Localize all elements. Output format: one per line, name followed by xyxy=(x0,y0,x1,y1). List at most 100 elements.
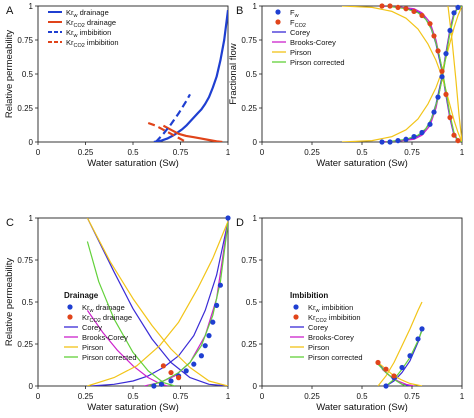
panel-label: C xyxy=(6,217,14,229)
data-point xyxy=(210,319,216,325)
panel-a: A 0 0.25 0.5 0.75 1 0 0.25 0.5 0.75 1 Water saturat… xyxy=(4,2,231,169)
x-tick-label: 0.75 xyxy=(173,148,189,157)
data-point xyxy=(375,359,381,366)
data-point xyxy=(439,68,445,74)
x-tick-label: 0 xyxy=(36,392,41,401)
data-point xyxy=(183,368,189,374)
x-tick-label: 0.75 xyxy=(404,148,420,157)
x-axis-label: Water saturation (Sw) xyxy=(316,158,408,169)
data-point xyxy=(439,74,445,80)
y-tick-label: 0 xyxy=(253,382,258,391)
y-tick-label: 0 xyxy=(29,382,34,391)
series-line xyxy=(87,221,228,386)
data-point xyxy=(411,133,417,140)
data-point xyxy=(419,326,425,332)
y-tick-label: 0.75 xyxy=(241,36,257,45)
series-line xyxy=(377,301,423,386)
legend-label: KrCO2 imbibition xyxy=(66,38,119,49)
y-tick-label: 0.75 xyxy=(17,36,33,45)
x-tick-label: 0.75 xyxy=(404,392,420,401)
y-tick-label: 1 xyxy=(29,214,34,223)
legend-label: Corey xyxy=(308,323,328,332)
y-tick-label: 0.5 xyxy=(246,298,258,307)
data-point xyxy=(407,353,413,359)
series-line xyxy=(86,218,228,386)
data-point xyxy=(387,139,393,145)
x-axis-label: Water saturation (Sw) xyxy=(87,402,179,413)
y-tick-label: 1 xyxy=(253,2,258,11)
panel-label: A xyxy=(6,5,14,17)
x-tick-label: 1 xyxy=(226,392,231,401)
y-tick-label: 0.75 xyxy=(17,256,33,265)
data-point xyxy=(217,282,223,288)
legend-label: Pirson xyxy=(82,343,103,352)
legend-label: Corey xyxy=(290,28,310,37)
legend-label: Brooks-Corey xyxy=(82,333,128,342)
plot-area xyxy=(377,301,423,386)
x-tick-label: 1 xyxy=(226,148,231,157)
y-tick-label: 0.5 xyxy=(22,70,34,79)
x-tick-label: 0.25 xyxy=(304,392,320,401)
data-point xyxy=(391,373,397,379)
legend-label: Brooks-Corey xyxy=(308,333,354,342)
legend-marker xyxy=(67,304,73,310)
legend-title: Drainage xyxy=(64,291,99,300)
y-tick-label: 0.5 xyxy=(22,298,34,307)
y-tick-label: 0.25 xyxy=(17,104,33,113)
data-point xyxy=(435,94,441,100)
legend-marker xyxy=(67,314,73,320)
x-tick-label: 0.75 xyxy=(173,392,189,401)
legend-label: KrCO2 drainage xyxy=(82,313,132,324)
legend-marker xyxy=(275,19,281,25)
x-tick-label: 0.25 xyxy=(78,392,94,401)
series-line xyxy=(341,6,462,142)
data-point xyxy=(451,10,457,16)
y-tick-label: 1 xyxy=(29,2,34,11)
legend-label: Krw drainage xyxy=(66,8,109,19)
data-point xyxy=(443,51,449,57)
x-tick-label: 0.25 xyxy=(304,148,320,157)
data-point xyxy=(447,114,453,121)
legend-label: Fw xyxy=(290,8,299,19)
y-axis-label: Fractional flow xyxy=(228,43,239,104)
data-point xyxy=(403,136,409,142)
x-tick-label: 0 xyxy=(260,148,265,157)
x-tick-label: 0 xyxy=(260,392,265,401)
x-axis-label: Water saturation (Sw) xyxy=(316,402,408,413)
data-point xyxy=(451,132,457,138)
legend-label: Pirson corrected xyxy=(290,58,345,67)
data-point xyxy=(427,21,433,27)
data-point xyxy=(415,336,421,342)
y-tick-label: 0.75 xyxy=(241,256,257,265)
data-point xyxy=(383,366,389,372)
legend-label: Corey xyxy=(82,323,102,332)
series-line xyxy=(153,9,228,142)
series-line xyxy=(86,218,228,386)
series-line xyxy=(162,124,223,142)
y-tick-label: 0.25 xyxy=(17,340,33,349)
y-tick-label: 1 xyxy=(253,214,258,223)
data-point xyxy=(206,333,212,339)
legend-label: Krw imbibition xyxy=(308,303,353,314)
y-axis-label: Relative permeability xyxy=(4,30,15,118)
data-point xyxy=(160,363,166,369)
legend-marker xyxy=(275,9,281,15)
legend-label: Krw drainage xyxy=(82,303,125,314)
data-point xyxy=(431,109,437,115)
data-point xyxy=(151,383,157,389)
panel-c: C 0 0.25 0.5 0.75 1 0 0.25 0.5 0.75 1 Water saturat… xyxy=(4,214,231,413)
panel-b: B 0 0.25 0.5 0.75 1 0 0.25 0.5 0.75 1 Water saturat… xyxy=(228,2,465,169)
legend-marker xyxy=(293,314,299,320)
data-point xyxy=(419,129,425,136)
panel-label: B xyxy=(236,5,243,17)
data-point xyxy=(399,364,405,371)
x-tick-label: 0.25 xyxy=(78,148,94,157)
x-tick-label: 0.5 xyxy=(356,392,368,401)
legend-marker xyxy=(293,304,299,310)
y-axis-label: Relative permeability xyxy=(4,258,15,346)
data-point xyxy=(447,27,453,34)
legend-label: Pirson xyxy=(290,48,311,57)
data-point xyxy=(202,343,208,349)
panel-d: D 0 0.25 0.5 0.75 1 0 0.25 0.5 0.75 1 Water saturat… xyxy=(236,214,465,413)
